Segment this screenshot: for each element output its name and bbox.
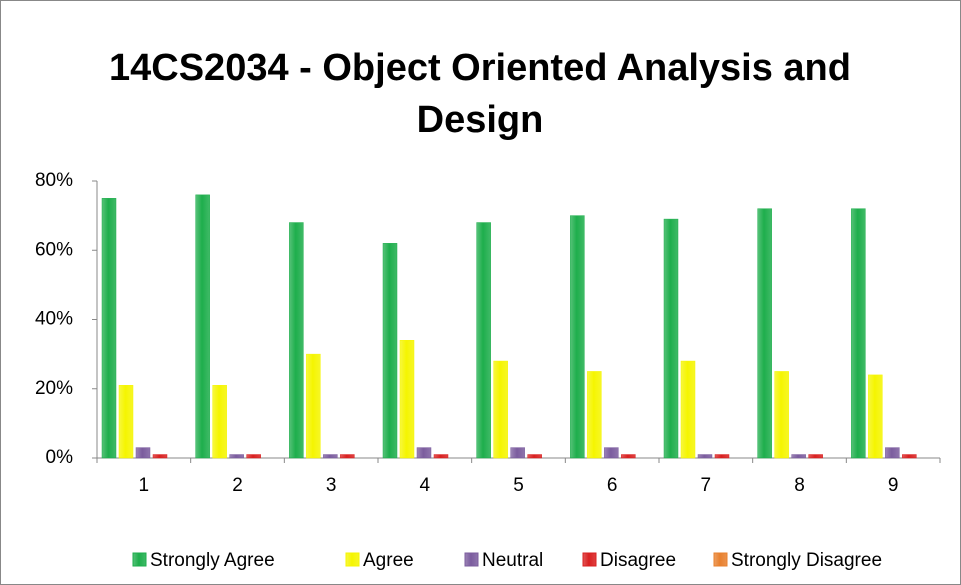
bar bbox=[663, 218, 679, 459]
bar bbox=[621, 454, 636, 459]
bar bbox=[808, 454, 823, 459]
legend-marker bbox=[464, 552, 479, 567]
bar bbox=[306, 353, 321, 459]
bar bbox=[212, 385, 227, 459]
bar bbox=[195, 194, 210, 459]
legend-marker bbox=[713, 552, 728, 567]
x-tick-label: 4 bbox=[420, 475, 431, 496]
bar bbox=[340, 454, 355, 459]
x-tick-label: 3 bbox=[326, 475, 337, 496]
y-tick-label: 60% bbox=[35, 239, 73, 260]
x-tick-label: 5 bbox=[513, 475, 524, 496]
bar bbox=[289, 222, 304, 459]
legend-label: Strongly Agree bbox=[150, 550, 275, 571]
bar bbox=[791, 454, 806, 459]
legend-marker bbox=[132, 552, 147, 567]
legend-label: Neutral bbox=[482, 550, 543, 571]
y-tick-label: 80% bbox=[35, 170, 73, 191]
bar bbox=[868, 374, 883, 459]
legend-marker bbox=[582, 552, 597, 567]
bar bbox=[152, 454, 168, 459]
bar bbox=[680, 360, 696, 459]
legend-label: Agree bbox=[363, 550, 414, 571]
bar bbox=[433, 454, 449, 459]
legend-label: Disagree bbox=[600, 550, 676, 571]
bar bbox=[851, 208, 866, 459]
x-tick-label: 7 bbox=[701, 475, 712, 496]
bar bbox=[416, 447, 432, 459]
bar bbox=[229, 454, 244, 459]
bar bbox=[604, 447, 619, 459]
bar bbox=[382, 243, 398, 459]
y-tick-label: 0% bbox=[46, 447, 74, 468]
bar bbox=[774, 371, 789, 459]
bar bbox=[714, 454, 730, 459]
bar bbox=[697, 454, 713, 459]
legend-label: Strongly Disagree bbox=[731, 550, 882, 571]
bar bbox=[246, 454, 261, 459]
x-tick-label: 2 bbox=[232, 475, 243, 496]
x-tick-label: 8 bbox=[794, 475, 805, 496]
bar bbox=[885, 447, 900, 459]
bar bbox=[570, 215, 585, 459]
x-tick-label: 1 bbox=[139, 475, 150, 496]
bar bbox=[902, 454, 917, 459]
bar bbox=[323, 454, 338, 459]
bar bbox=[757, 208, 772, 459]
bar bbox=[527, 454, 542, 459]
bar bbox=[135, 447, 151, 459]
bar bbox=[476, 222, 491, 459]
bar bbox=[399, 340, 415, 459]
bar bbox=[510, 447, 525, 459]
bar bbox=[118, 385, 134, 459]
x-tick-label: 9 bbox=[888, 475, 899, 496]
bar bbox=[101, 198, 117, 459]
legend-marker bbox=[345, 552, 360, 567]
y-tick-label: 20% bbox=[35, 378, 73, 399]
bar bbox=[587, 371, 602, 459]
x-tick-label: 6 bbox=[607, 475, 618, 496]
y-tick-label: 40% bbox=[35, 309, 73, 330]
chart-title: 14CS2034 - Object Oriented Analysis and … bbox=[109, 47, 851, 141]
bar bbox=[493, 360, 508, 459]
